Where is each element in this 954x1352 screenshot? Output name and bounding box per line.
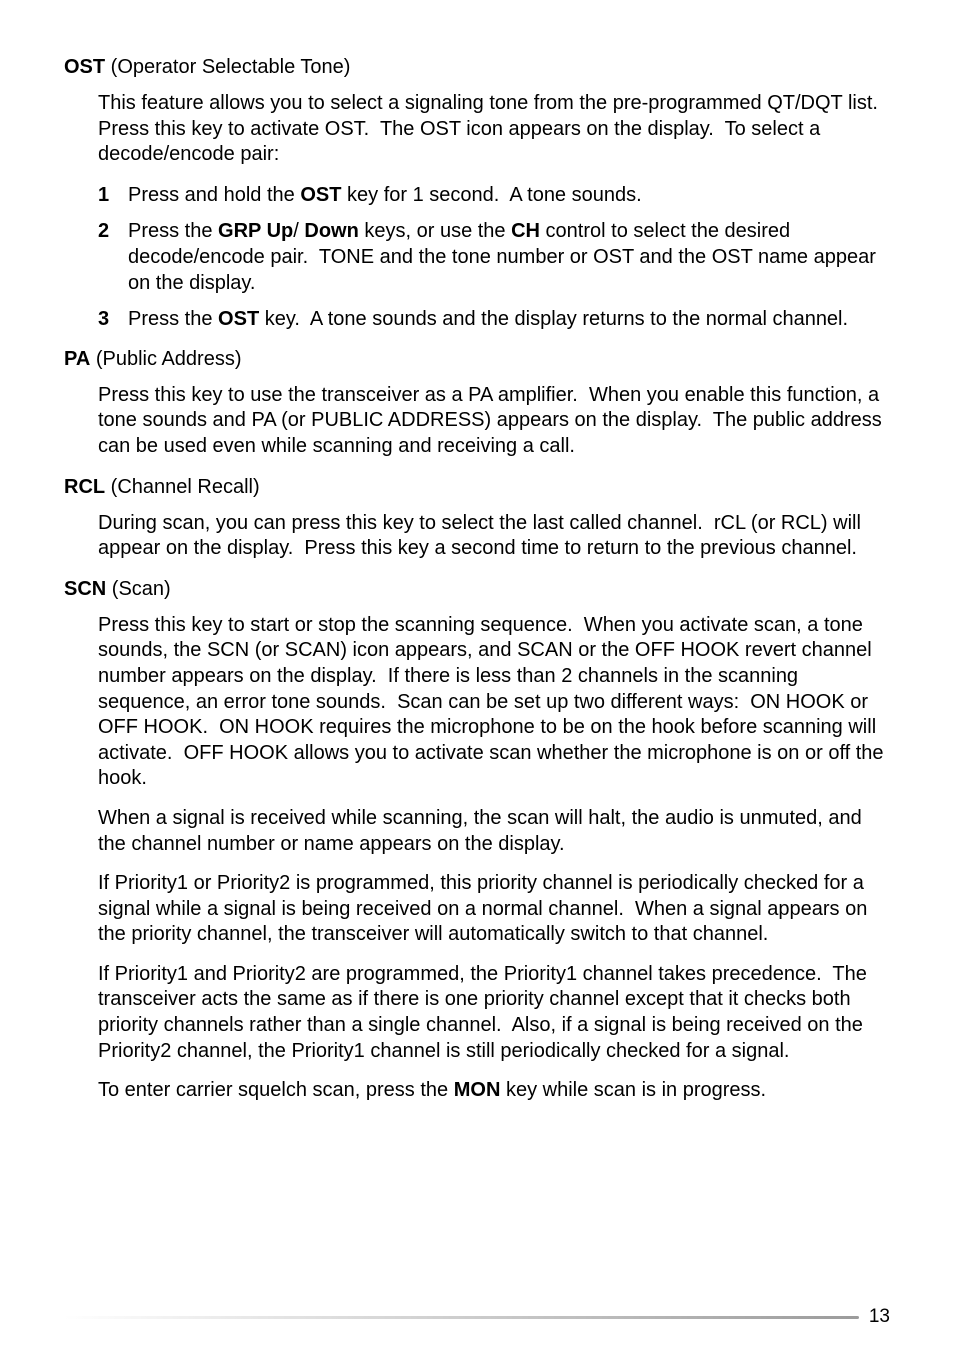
paragraph: Press this key to start or stop the scan… bbox=[98, 613, 890, 792]
entry-body-pa: Press this key to use the transceiver as… bbox=[64, 383, 890, 460]
paragraph: When a signal is received while scanning… bbox=[98, 806, 890, 857]
footer-rule bbox=[64, 1316, 859, 1319]
entry-title-scn: SCN (Scan) bbox=[64, 576, 890, 603]
entry-label: (Operator Selectable Tone) bbox=[105, 56, 350, 78]
step-1: 1 Press and hold the OST key for 1 secon… bbox=[98, 182, 890, 208]
paragraph: If Priority1 and Priority2 are programme… bbox=[98, 962, 890, 1064]
paragraph: This feature allows you to select a sign… bbox=[98, 91, 890, 168]
entry-label: (Channel Recall) bbox=[105, 476, 260, 498]
step-text: Press the GRP Up/ Down keys, or use the … bbox=[128, 218, 890, 296]
entry-key: OST bbox=[64, 56, 105, 78]
paragraph: To enter carrier squelch scan, press the… bbox=[98, 1078, 890, 1104]
step-number: 3 bbox=[98, 306, 128, 332]
entry-rcl: RCL (Channel Recall) During scan, you ca… bbox=[64, 474, 890, 562]
page-number: 13 bbox=[859, 1306, 890, 1328]
entry-ost: OST (Operator Selectable Tone) This feat… bbox=[64, 54, 890, 332]
page-footer: 13 bbox=[64, 1306, 890, 1328]
entry-key: RCL bbox=[64, 476, 105, 498]
steps-list: 1 Press and hold the OST key for 1 secon… bbox=[98, 182, 890, 332]
step-text: Press and hold the OST key for 1 second.… bbox=[128, 182, 890, 208]
entry-body-ost: This feature allows you to select a sign… bbox=[64, 91, 890, 332]
entry-title-rcl: RCL (Channel Recall) bbox=[64, 474, 890, 501]
entry-key: PA bbox=[64, 348, 90, 370]
paragraph: During scan, you can press this key to s… bbox=[98, 511, 890, 562]
paragraph: Press this key to use the transceiver as… bbox=[98, 383, 890, 460]
entry-scn: SCN (Scan) Press this key to start or st… bbox=[64, 576, 890, 1104]
entry-title-pa: PA (Public Address) bbox=[64, 346, 890, 373]
entry-body-rcl: During scan, you can press this key to s… bbox=[64, 511, 890, 562]
entry-label: (Public Address) bbox=[90, 348, 241, 370]
page: OST (Operator Selectable Tone) This feat… bbox=[0, 0, 954, 1352]
step-number: 2 bbox=[98, 218, 128, 296]
entry-key: SCN bbox=[64, 578, 106, 600]
step-text: Press the OST key. A tone sounds and the… bbox=[128, 306, 890, 332]
entry-title-ost: OST (Operator Selectable Tone) bbox=[64, 54, 890, 81]
entry-label: (Scan) bbox=[106, 578, 170, 600]
paragraph: If Priority1 or Priority2 is programmed,… bbox=[98, 871, 890, 948]
entry-body-scn: Press this key to start or stop the scan… bbox=[64, 613, 890, 1104]
entry-pa: PA (Public Address) Press this key to us… bbox=[64, 346, 890, 460]
step-2: 2 Press the GRP Up/ Down keys, or use th… bbox=[98, 218, 890, 296]
step-number: 1 bbox=[98, 182, 128, 208]
step-3: 3 Press the OST key. A tone sounds and t… bbox=[98, 306, 890, 332]
